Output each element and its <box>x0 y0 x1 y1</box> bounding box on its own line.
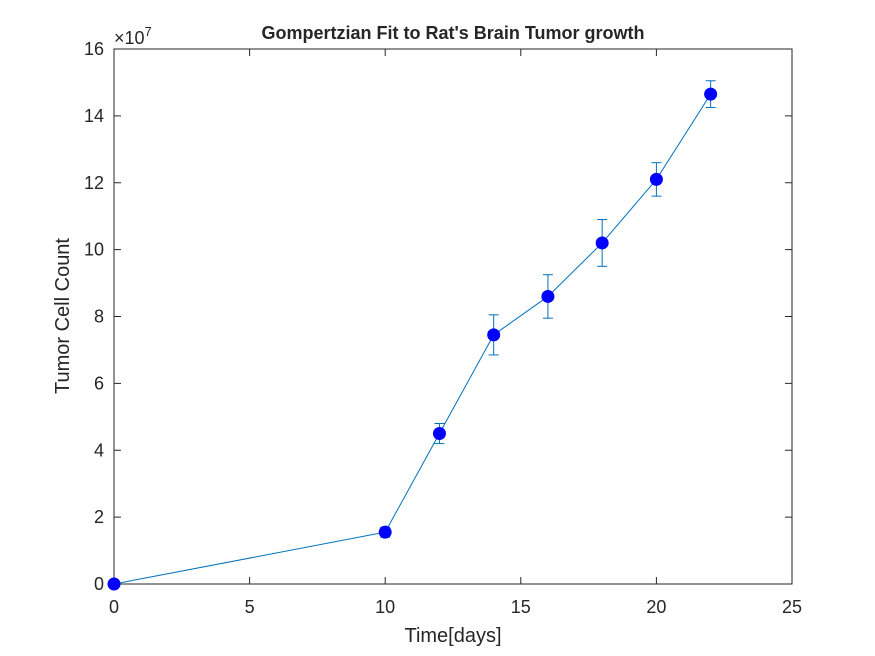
x-tick-label: 10 <box>375 597 395 617</box>
y-axis-label: Tumor Cell Count <box>52 238 74 394</box>
chart-title: Gompertzian Fit to Rat's Brain Tumor gro… <box>262 23 645 43</box>
data-point <box>487 328 501 342</box>
y-tick-label: 8 <box>94 307 104 327</box>
data-point <box>432 427 446 441</box>
y-tick-label: 4 <box>94 440 104 460</box>
data-point <box>649 172 663 186</box>
y-axis-exponent-base: ×10 <box>114 28 145 48</box>
y-tick-label: 0 <box>94 574 104 594</box>
x-axis-label: Time[days] <box>404 625 501 647</box>
x-tick-label: 20 <box>646 597 666 617</box>
y-tick-label: 10 <box>84 240 104 260</box>
y-axis-exponent: ×107 <box>114 24 152 48</box>
x-tick-label: 5 <box>245 597 255 617</box>
series-layer <box>107 80 718 591</box>
y-tick-label: 6 <box>94 373 104 393</box>
x-tick-label: 25 <box>782 597 802 617</box>
plot-area <box>113 48 793 585</box>
data-point <box>378 525 392 539</box>
y-tick-label: 12 <box>84 173 104 193</box>
x-tick-label: 0 <box>109 597 119 617</box>
data-point <box>595 236 609 250</box>
x-axis-ticks: 0 5 10 15 20 25 <box>109 49 802 617</box>
data-point <box>107 577 121 591</box>
y-axis-exponent-power: 7 <box>145 24 152 39</box>
x-tick-label: 15 <box>511 597 531 617</box>
y-tick-label: 2 <box>94 507 104 527</box>
y-tick-label: 14 <box>84 106 104 126</box>
data-point <box>704 87 718 101</box>
y-tick-label: 16 <box>84 39 104 59</box>
data-point <box>541 289 555 303</box>
series-line <box>113 93 712 585</box>
